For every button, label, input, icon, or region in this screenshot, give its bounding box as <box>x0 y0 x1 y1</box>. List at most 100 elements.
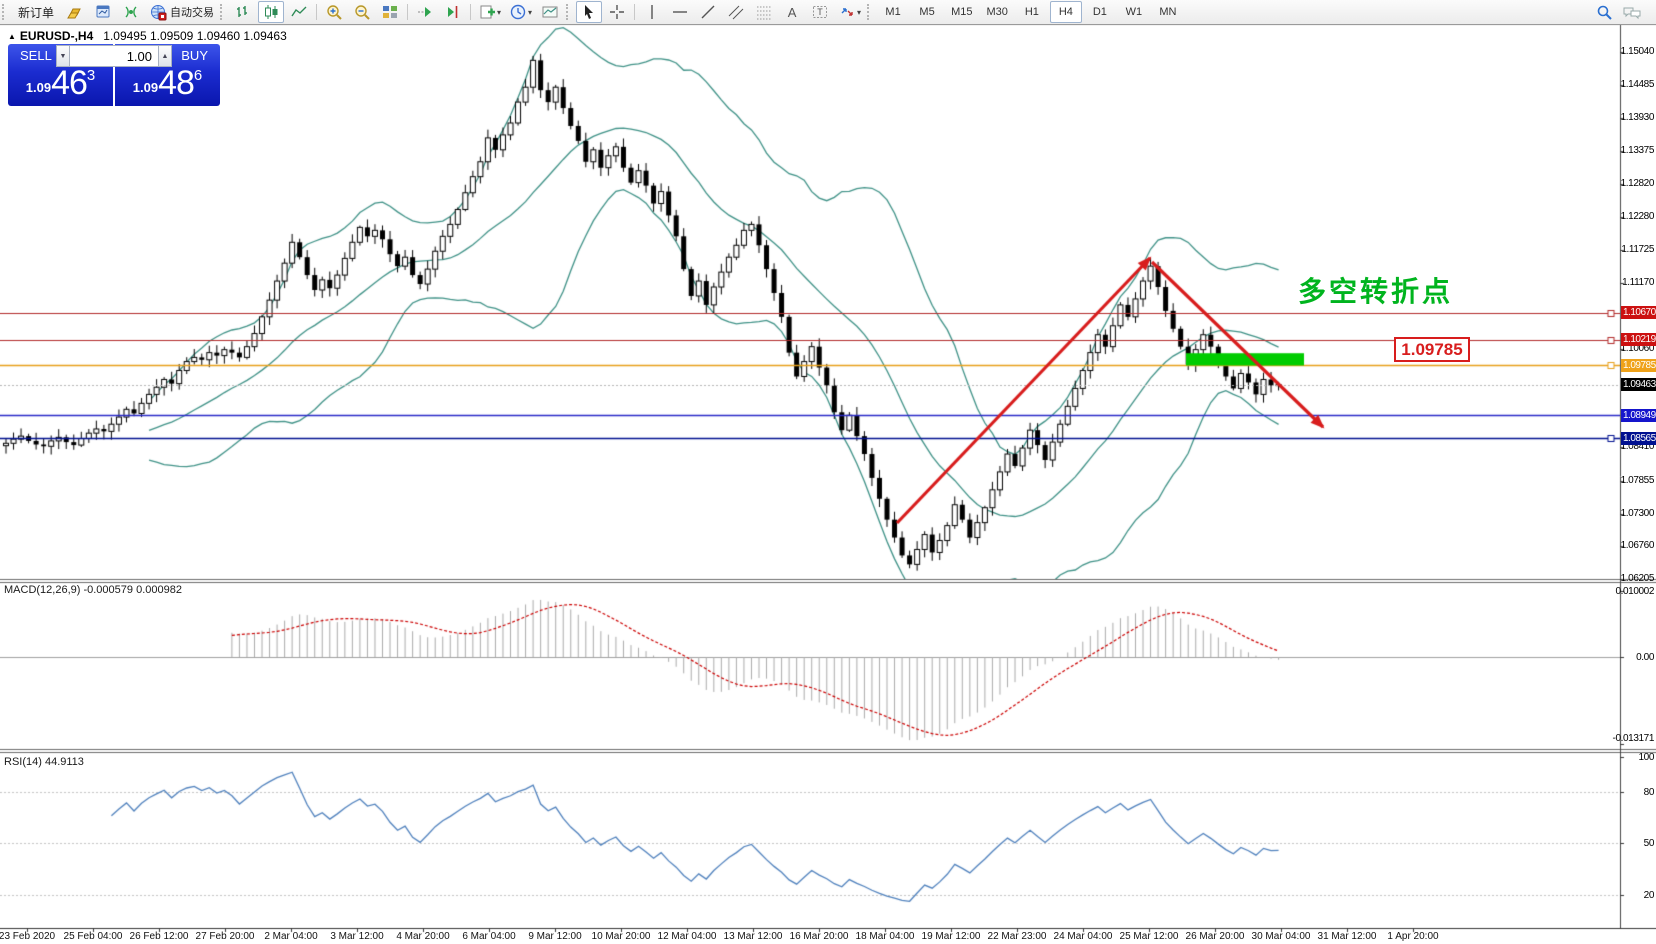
signal-icon[interactable] <box>118 1 144 23</box>
price-tick-label: 1.07855 <box>1620 474 1655 486</box>
time-axis-label: 25 Feb 04:00 <box>63 931 123 942</box>
timeframe-h4[interactable]: H4 <box>1049 1 1082 23</box>
price-tick-label: 1.13375 <box>1620 145 1655 157</box>
data-window-icon[interactable] <box>90 1 116 23</box>
price-badge: 1.08565 <box>1621 431 1656 445</box>
time-axis-label: 19 Mar 12:00 <box>921 931 981 942</box>
time-axis-label: 25 Mar 12:00 <box>1119 931 1179 942</box>
trendline-tool-icon[interactable] <box>695 1 721 23</box>
price-tick-label: 1.12820 <box>1620 178 1655 190</box>
timeframe-mn[interactable]: MN <box>1159 6 1177 18</box>
toolbar-gripper <box>2 4 9 20</box>
sell-label: SELL <box>20 48 52 63</box>
time-axis-label: 9 Mar 12:00 <box>528 931 582 942</box>
macd-scale-label: -0.013171 <box>1612 733 1655 744</box>
macd-indicator-label: MACD(12,26,9) -0.000579 0.000982 <box>4 584 182 596</box>
price-tick-label: 1.07300 <box>1620 507 1655 519</box>
price-tick-label: 1.11170 <box>1622 276 1654 288</box>
time-axis-label: 30 Mar 04:00 <box>1251 931 1311 942</box>
price-tick-label: 1.08410 <box>1620 441 1655 453</box>
ohlc-values: 1.09495 1.09509 1.09460 1.09463 <box>103 29 287 43</box>
text-label-tool-icon[interactable]: T <box>807 1 833 23</box>
period-selector-button[interactable]: ▾ <box>506 1 535 23</box>
autotrading-label: 自动交易 <box>170 7 215 19</box>
price-tick-label: 1.15040 <box>1620 46 1655 57</box>
price-tick-label: 1.11725 <box>1621 243 1654 255</box>
horizontal-line-tool-icon[interactable] <box>667 1 693 23</box>
tile-windows-icon[interactable] <box>377 1 403 23</box>
macd-scale-label: 0.010002 <box>1615 586 1654 597</box>
templates-button[interactable] <box>537 1 563 23</box>
arrow-objects-button[interactable]: ▾ <box>835 1 864 23</box>
cursor-tool-icon[interactable] <box>576 1 603 23</box>
vertical-line-tool-icon[interactable] <box>639 1 665 23</box>
time-axis-label: 18 Mar 04:00 <box>855 931 915 942</box>
timeframe-group: M1 M5 M15 M30 H1 H4 D1 W1 MN <box>876 1 1185 23</box>
price-tick-label: 1.06760 <box>1620 539 1655 551</box>
volume-increase-button[interactable]: ▲ <box>158 45 172 67</box>
equidistant-channel-tool-icon[interactable] <box>723 1 749 23</box>
symbol-period-label: EURUSD-,H4 <box>19 29 94 43</box>
gold-ingot-icon[interactable] <box>62 1 88 23</box>
macd-scale-label: 0.00 <box>1636 652 1654 663</box>
collapse-icon[interactable]: ▲ <box>8 32 16 41</box>
price-badge: 1.10670 <box>1621 306 1656 320</box>
price-callout-label: 1.09785 <box>1394 337 1470 362</box>
buy-price: 1.09486 <box>132 64 203 102</box>
main-toolbar: 新订单 自动交易 ▾ ▾ <box>0 0 1656 25</box>
price-badge: 1.09463 <box>1621 378 1656 392</box>
chat-icon[interactable] <box>1619 1 1645 23</box>
time-axis-label: 4 Mar 20:00 <box>396 931 450 942</box>
rsi-scale-label: 100 <box>1638 752 1655 763</box>
toolbar-gripper <box>566 4 573 20</box>
price-badge: 1.08949 <box>1621 408 1656 422</box>
chart-header: ▲ EURUSD-,H4 1.09495 1.09509 1.09460 1.094… <box>8 29 287 43</box>
timeframe-m5[interactable]: M5 <box>919 6 935 18</box>
volume-spinner: ▼ ▲ <box>56 44 172 68</box>
new-chart-button[interactable]: ▾ <box>475 1 504 23</box>
time-axis-label: 10 Mar 20:00 <box>591 931 651 942</box>
candlestick-chart-type-icon[interactable] <box>258 1 285 23</box>
volume-input[interactable] <box>70 45 158 67</box>
timeframe-m15[interactable]: M15 <box>951 6 973 18</box>
time-axis-label: 23 Feb 2020 <box>0 931 56 942</box>
search-icon[interactable] <box>1591 1 1617 23</box>
toolbar-gripper <box>867 4 874 20</box>
price-badge: 1.10219 <box>1621 333 1656 347</box>
rsi-indicator-label: RSI(14) 44.9113 <box>4 756 84 768</box>
fibonacci-tool-icon[interactable] <box>751 1 777 23</box>
time-axis-label: 24 Mar 04:00 <box>1053 931 1113 942</box>
timeframe-m1[interactable]: M1 <box>885 6 901 18</box>
svg-text:T: T <box>817 7 823 17</box>
chart-shift-icon[interactable] <box>440 1 466 23</box>
time-axis-label: 13 Mar 12:00 <box>723 931 783 942</box>
buy-label: BUY <box>181 48 208 63</box>
rsi-scale-label: 20 <box>1643 890 1655 902</box>
time-axis-label: 26 Feb 12:00 <box>129 931 189 942</box>
time-axis-label: 31 Mar 12:00 <box>1317 931 1377 942</box>
price-tick-label: 1.06205 <box>1620 572 1655 584</box>
timeframe-d1[interactable]: D1 <box>1092 6 1107 18</box>
timeframe-h1[interactable]: H1 <box>1024 6 1039 18</box>
volume-decrease-button[interactable]: ▼ <box>56 45 70 67</box>
time-axis-label: 22 Mar 23:00 <box>987 931 1047 942</box>
time-axis-label: 27 Feb 20:00 <box>195 931 255 942</box>
time-axis-label: 6 Mar 04:00 <box>462 931 516 942</box>
rsi-scale-label: 80 <box>1643 786 1655 798</box>
timeframe-w1[interactable]: W1 <box>1125 6 1143 18</box>
new-order-button[interactable]: 新订单 <box>18 5 55 20</box>
line-chart-type-icon[interactable] <box>286 1 312 23</box>
zoom-in-icon[interactable] <box>321 1 347 23</box>
price-tick-label: 1.14485 <box>1620 79 1655 91</box>
turning-point-annotation: 多空转折点 <box>1298 277 1454 308</box>
zoom-out-icon[interactable] <box>349 1 375 23</box>
price-tick-label: 1.10060 <box>1620 343 1655 355</box>
autotrading-button[interactable]: 自动交易 <box>146 1 217 23</box>
timeframe-m30[interactable]: M30 <box>986 6 1008 18</box>
crosshair-tool-icon[interactable] <box>604 1 630 23</box>
bar-chart-type-icon[interactable] <box>230 1 256 23</box>
text-tool-icon[interactable]: A <box>787 4 797 20</box>
auto-scroll-icon[interactable] <box>412 1 438 23</box>
one-click-trade-panel: SELL 1.09463 BUY 1.09486 ▼ ▲ <box>8 44 220 106</box>
